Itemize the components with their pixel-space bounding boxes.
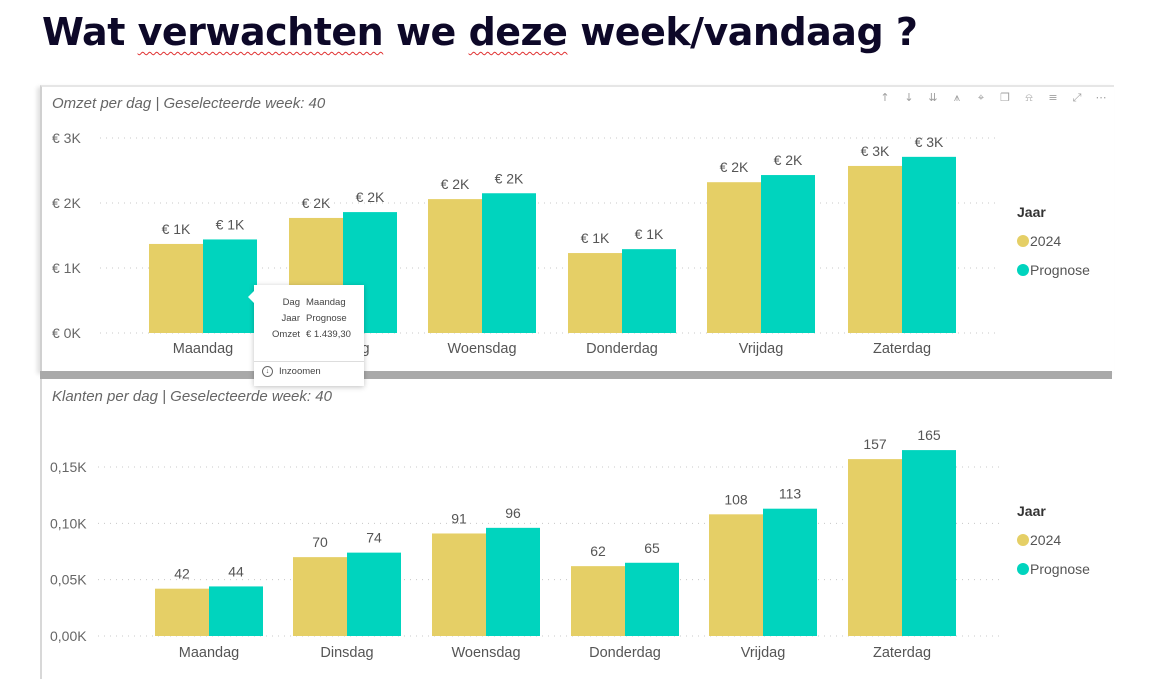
arrow-up-icon[interactable]: ↑ xyxy=(880,91,890,104)
legend-item-prognose[interactable]: Prognose xyxy=(1017,554,1090,583)
bar-prognose[interactable] xyxy=(203,239,257,333)
bar-2024[interactable] xyxy=(428,199,482,333)
legend-item-2024[interactable]: 2024 xyxy=(1017,226,1090,255)
expand-hierarchy-icon[interactable]: ⩚ xyxy=(953,91,961,104)
tooltip-row: Omzet € 1.439,30 xyxy=(254,327,351,343)
x-tick-label: Woensdag xyxy=(447,341,516,357)
legend-dot xyxy=(1017,234,1029,247)
title-word: verwachten xyxy=(137,10,384,54)
arrow-down-icon[interactable]: ↓ xyxy=(904,91,914,104)
bell-icon[interactable]: ⍾ xyxy=(1025,91,1033,104)
data-label: € 3K xyxy=(915,134,944,150)
data-label: € 2K xyxy=(495,170,524,186)
data-label: € 2K xyxy=(441,176,470,192)
x-tick-label: Zaterdag xyxy=(873,341,931,357)
tooltip-row: Jaar Prognose xyxy=(254,311,351,327)
tooltip-value: Prognose xyxy=(306,313,347,324)
legend-label: 2024 xyxy=(1030,232,1062,249)
tooltip-key: Omzet xyxy=(272,329,300,340)
bar-2024[interactable] xyxy=(848,165,902,333)
legend-dot xyxy=(1017,533,1029,546)
data-label: € 3K xyxy=(861,143,890,159)
bar-prognose[interactable] xyxy=(482,193,536,333)
title-word: Wat xyxy=(42,10,125,54)
legend-dot xyxy=(1017,562,1029,575)
legend-label: 2024 xyxy=(1030,531,1062,548)
data-label: € 2K xyxy=(774,152,803,168)
legend-label: Prognose xyxy=(1030,261,1090,278)
tooltip-value: € 1.439,30 xyxy=(306,329,351,340)
legend: Jaar 2024 Prognose xyxy=(1017,204,1090,284)
data-label: € 2K xyxy=(720,159,749,175)
data-label: € 1K xyxy=(581,230,610,246)
tooltip: Dag Maandag Jaar Prognose Omzet € 1.439,30 … xyxy=(248,285,364,386)
double-arrow-down-icon[interactable]: ⇊ xyxy=(928,91,938,104)
tooltip-separator xyxy=(254,361,364,362)
page-title: Wat verwachten we deze week/vandaag ? xyxy=(42,10,918,54)
x-tick-label: Maandag xyxy=(173,341,233,357)
drill-down-label: Inzoomen xyxy=(279,366,321,377)
tooltip-value: Maandag xyxy=(306,297,346,308)
legend-title: Jaar xyxy=(1017,503,1046,519)
legend-label: Prognose xyxy=(1030,560,1090,577)
drill-down-button[interactable]: ↓ Inzoomen xyxy=(262,366,321,377)
chart-title: Klanten per dag | Geselecteerde week: 40 xyxy=(52,388,332,405)
chart-title: Omzet per dag | Geselecteerde week: 40 xyxy=(52,95,326,112)
legend-title: Jaar xyxy=(1017,204,1046,220)
title-word: we xyxy=(395,10,456,54)
y-tick-label: € 2K xyxy=(52,195,81,211)
data-label: € 1K xyxy=(635,226,664,242)
drill-down-icon: ↓ xyxy=(262,366,273,377)
bar-2024[interactable] xyxy=(149,243,203,333)
legend: Jaar 2024 Prognose xyxy=(1017,503,1090,583)
data-label: € 1K xyxy=(216,216,245,232)
bar-prognose[interactable] xyxy=(761,175,815,333)
visual-header-toolbar: ↑ ↓ ⇊ ⩚ ⌖ ❐ ⍾ ≡ ⤢ ⋯ xyxy=(878,91,1108,105)
bar-prognose[interactable] xyxy=(622,249,676,333)
bar-prognose[interactable] xyxy=(902,156,956,333)
tooltip-key: Dag xyxy=(282,297,300,308)
klanten-chart-panel[interactable]: Klanten per dag | Geselecteerde week: 40… xyxy=(40,379,1114,679)
y-tick-label: € 1K xyxy=(52,260,81,276)
panel-divider xyxy=(40,371,1112,379)
x-tick-label: Donderdag xyxy=(586,341,658,357)
legend-item-2024[interactable]: 2024 xyxy=(1017,525,1090,554)
x-tick-label: Vrijdag xyxy=(739,341,784,357)
tooltip-row: Dag Maandag xyxy=(254,295,351,311)
y-tick-label: € 3K xyxy=(52,130,81,146)
data-label: € 2K xyxy=(356,189,385,205)
bar-2024[interactable] xyxy=(568,253,622,333)
more-options-icon[interactable]: ⋯ xyxy=(1095,91,1107,104)
title-word: ? xyxy=(895,10,918,54)
copy-icon[interactable]: ❐ xyxy=(1000,91,1010,104)
title-word: week/vandaag xyxy=(580,10,884,54)
focus-mode-icon[interactable]: ⤢ xyxy=(1072,91,1082,104)
title-word: deze xyxy=(468,10,568,54)
y-tick-label: € 0K xyxy=(52,325,81,341)
pin-icon[interactable]: ⌖ xyxy=(977,91,985,104)
data-label: € 1K xyxy=(162,221,191,237)
legend-dot xyxy=(1017,263,1029,276)
data-label: € 2K xyxy=(302,195,331,211)
tooltip-key: Jaar xyxy=(281,313,300,324)
bar-2024[interactable] xyxy=(707,182,761,333)
filter-icon[interactable]: ≡ xyxy=(1048,91,1058,104)
legend-item-prognose[interactable]: Prognose xyxy=(1017,255,1090,284)
